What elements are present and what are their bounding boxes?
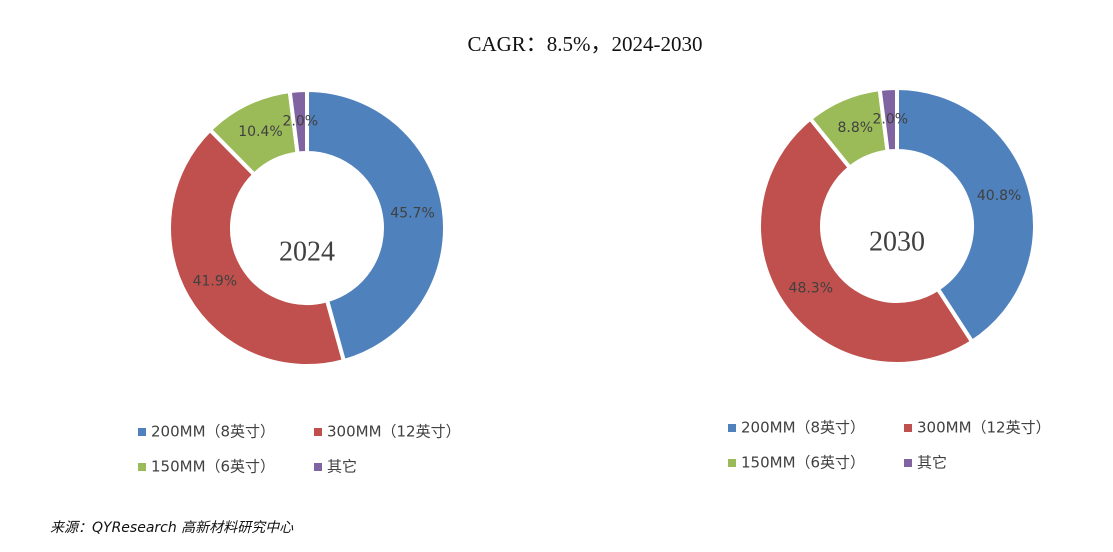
legend-swatch xyxy=(314,463,322,471)
data-label: 41.9% xyxy=(193,273,237,289)
legend-swatch xyxy=(728,459,736,467)
data-label: 10.4% xyxy=(238,124,282,140)
title: CAGR：8.5%，2024-2030 xyxy=(467,32,702,56)
data-label: 45.7% xyxy=(390,206,434,222)
legend-label: 其它 xyxy=(917,454,947,472)
legend-label: 150MM（6英寸） xyxy=(741,454,865,472)
legend-label: 其它 xyxy=(327,458,357,476)
data-label: 40.8% xyxy=(977,188,1021,204)
legend-swatch xyxy=(138,428,146,436)
data-label: 8.8% xyxy=(837,120,873,136)
legend-swatch xyxy=(314,428,322,436)
data-label: 2.0% xyxy=(873,112,909,128)
legend-label: 300MM（12英寸） xyxy=(917,419,1051,437)
data-label: 48.3% xyxy=(789,281,833,297)
legend-swatch xyxy=(138,463,146,471)
donut-segment xyxy=(305,87,447,364)
legend-swatch xyxy=(728,424,736,432)
donut-segment xyxy=(167,126,347,368)
donut-segment xyxy=(877,85,899,154)
legend-label: 200MM（8英寸） xyxy=(741,419,865,437)
data-label: 2.0% xyxy=(283,114,319,130)
center-label: 2030 xyxy=(869,226,925,257)
legend-label: 300MM（12英寸） xyxy=(327,423,461,441)
legend-swatch xyxy=(904,424,912,432)
donut-segment xyxy=(895,85,1037,345)
donut-segment xyxy=(757,115,975,366)
donut-segment xyxy=(287,87,309,156)
center-label: 2024 xyxy=(279,236,335,267)
legend-swatch xyxy=(904,459,912,467)
legend-label: 150MM（6英寸） xyxy=(151,458,275,476)
legend-label: 200MM（8英寸） xyxy=(151,423,275,441)
source: 来源：QYResearch 高新材料研究中心 xyxy=(50,520,294,536)
